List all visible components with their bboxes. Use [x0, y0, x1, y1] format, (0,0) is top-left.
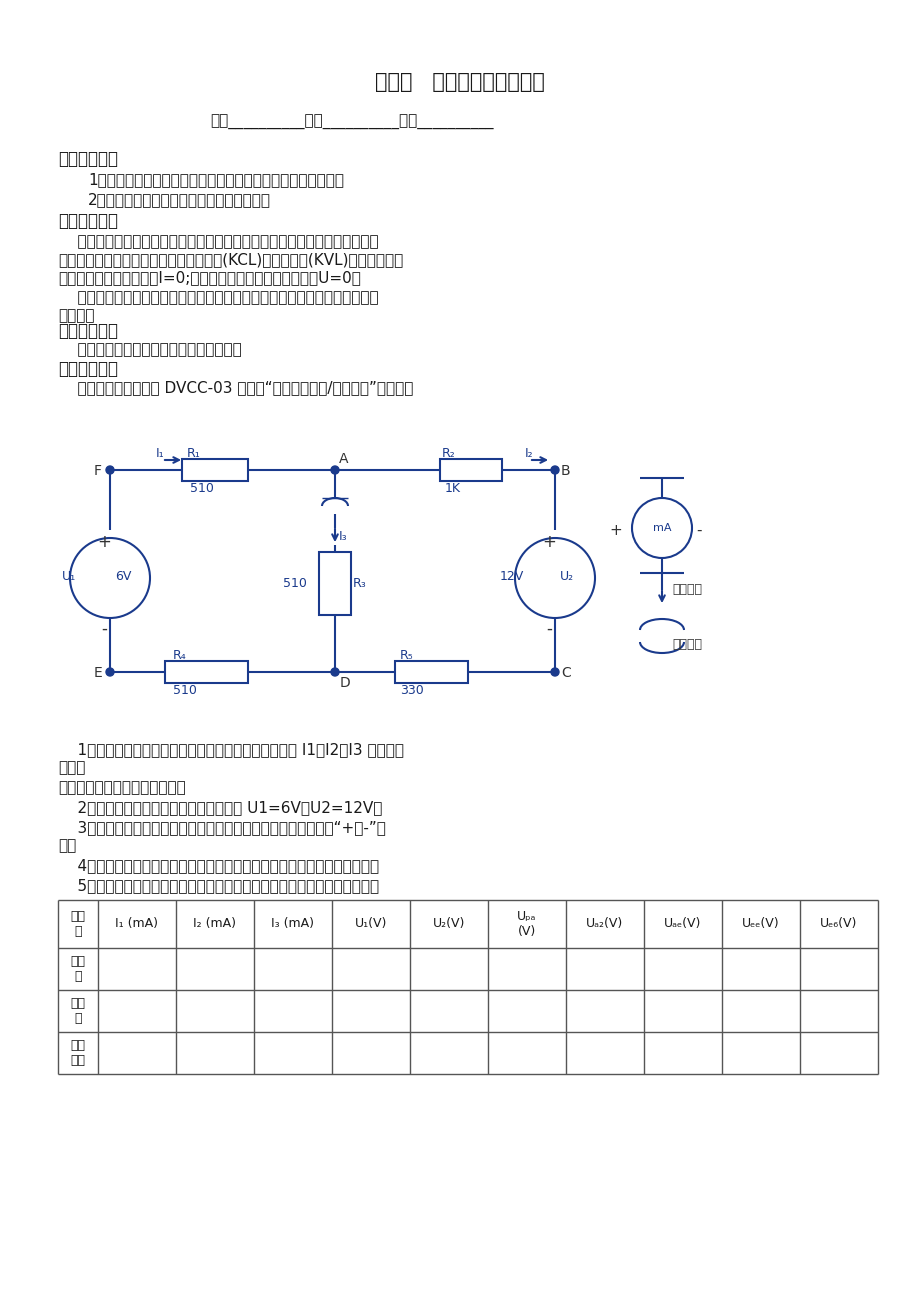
Text: 相对
误差: 相对 误差 [71, 1039, 85, 1068]
Text: 电流插座: 电流插座 [671, 638, 701, 651]
Text: 二、原理说明: 二、原理说明 [58, 212, 118, 230]
Text: U₁(V): U₁(V) [355, 918, 387, 931]
Text: Uₑₑ(V): Uₑₑ(V) [742, 918, 779, 931]
Bar [165, 661, 248, 684]
Text: I₁ (mA): I₁ (mA) [116, 918, 158, 931]
Circle shape [106, 466, 114, 474]
Text: 12V: 12V [499, 570, 524, 583]
Text: 基尔霍夫定律是电路的基本定律。测量某电路的各支路电流及每个元件两端: 基尔霍夫定律是电路的基本定律。测量某电路的各支路电流及每个元件两端 [58, 234, 379, 249]
Circle shape [550, 466, 559, 474]
Text: 实验线路图如下，用 DVCC-03 挂筱的“基尔霍夫定律/叠加原理”电路板。: 实验线路图如下，用 DVCC-03 挂筱的“基尔霍夫定律/叠加原理”电路板。 [58, 380, 413, 395]
Text: 的电压，应能分别满足基尔霍夫电流定律(KCL)和电压定律(KVL)。即对电路中: 的电压，应能分别满足基尔霍夫电流定律(KCL)和电压定律(KVL)。即对电路中 [58, 253, 403, 267]
Text: 3、熟悉电流插头的结构，将电流插头的两端接至数字毫安表的“+、-”两: 3、熟悉电流插头的结构，将电流插头的两端接至数字毫安表的“+、-”两 [58, 820, 385, 835]
Text: U₁: U₁ [62, 570, 76, 583]
Text: 2、分别将两路直流稳压源接入电路，令 U1=6V，U2=12V。: 2、分别将两路直流稳压源接入电路，令 U1=6V，U2=12V。 [58, 799, 382, 815]
Text: R₁: R₁ [187, 447, 200, 460]
Text: A: A [338, 452, 348, 466]
Text: 端。: 端。 [58, 838, 76, 853]
Bar [182, 460, 248, 480]
Text: -: - [546, 620, 551, 638]
Text: 意设定。: 意设定。 [58, 309, 95, 323]
Text: 被测
量: 被测 量 [71, 910, 85, 937]
Text: R₄: R₄ [173, 648, 187, 661]
Text: 510: 510 [190, 482, 213, 495]
Text: I₃: I₃ [338, 530, 347, 543]
Text: 4、将电流插头分别插入三条支路的三个电流插座中，读出并记录电流値。: 4、将电流插头分别插入三条支路的三个电流插座中，读出并记录电流値。 [58, 858, 379, 874]
Text: I₂ (mA): I₂ (mA) [193, 918, 236, 931]
Text: U₂: U₂ [560, 570, 573, 583]
Text: 设定。: 设定。 [58, 760, 85, 775]
Text: 四、实验内容: 四、实验内容 [58, 359, 118, 378]
Bar [319, 552, 351, 615]
Text: 可调直流稳压电源，万用表，实验电路板: 可调直流稳压电源，万用表，实验电路板 [58, 342, 242, 357]
Text: R₅: R₅ [400, 648, 414, 661]
Text: 测量
値: 测量 値 [71, 997, 85, 1025]
Text: I₁: I₁ [156, 447, 165, 460]
Text: 510: 510 [283, 577, 307, 590]
Circle shape [331, 466, 338, 474]
Text: 闭合回路的正方向可任意设定。: 闭合回路的正方向可任意设定。 [58, 780, 186, 796]
Text: 2、学会用电流插头、插座测量各支路电流。: 2、学会用电流插头、插座测量各支路电流。 [88, 191, 271, 207]
Text: 一、实验目的: 一、实验目的 [58, 150, 118, 168]
Text: 运用上述定律时必须注意各支路电流或闭合回路的正方向，此方向可预先任: 运用上述定律时必须注意各支路电流或闭合回路的正方向，此方向可预先任 [58, 290, 379, 305]
Text: 三、实验设备: 三、实验设备 [58, 322, 118, 340]
Text: +: + [608, 523, 621, 538]
Text: C: C [561, 667, 570, 680]
Text: 330: 330 [400, 684, 424, 697]
Text: mA: mA [652, 523, 671, 533]
Text: 班级__________姓名__________学号__________: 班级__________姓名__________学号__________ [210, 115, 493, 130]
Text: 6V: 6V [115, 570, 131, 583]
Text: R₃: R₃ [353, 577, 367, 590]
Text: 1、验证基尔霍夫定律的正确性，加深对基尔霍夫定律的理解。: 1、验证基尔霍夫定律的正确性，加深对基尔霍夫定律的理解。 [88, 172, 344, 187]
Text: Uₐ₂(V): Uₐ₂(V) [585, 918, 623, 931]
Text: -: - [696, 523, 701, 538]
Text: 实验一   基尔霍夫定律的验证: 实验一 基尔霍夫定律的验证 [375, 72, 544, 92]
Text: 的任一个节点而言，应有I=0;对任何一个闭合回路而言，应有U=0。: 的任一个节点而言，应有I=0;对任何一个闭合回路而言，应有U=0。 [58, 270, 360, 285]
Circle shape [106, 668, 114, 676]
Text: Uₐₑ(V): Uₐₑ(V) [664, 918, 701, 931]
Text: Uₑ₆(V): Uₑ₆(V) [820, 918, 857, 931]
Text: R₂: R₂ [441, 447, 455, 460]
Text: 1、实验前先任意设定三条支路电流正方向。如图中的 I1，I2，I3 的方向已: 1、实验前先任意设定三条支路电流正方向。如图中的 I1，I2，I3 的方向已 [58, 742, 403, 756]
Text: U₂(V): U₂(V) [432, 918, 465, 931]
Circle shape [550, 668, 559, 676]
Text: I₃ (mA): I₃ (mA) [271, 918, 314, 931]
Text: I₂: I₂ [525, 447, 533, 460]
Text: +: + [97, 533, 111, 551]
Text: 5、用直流数字电压表分别测量两路电源及电阔元件上的电压値，记录之。: 5、用直流数字电压表分别测量两路电源及电阔元件上的电压値，记录之。 [58, 878, 379, 893]
Bar [394, 661, 468, 684]
Text: D: D [340, 676, 350, 690]
Text: E: E [94, 667, 103, 680]
Text: F: F [94, 464, 102, 478]
Text: Uₚₐ
(V): Uₚₐ (V) [516, 910, 536, 937]
Bar [439, 460, 502, 480]
Text: B: B [561, 464, 570, 478]
Text: 1K: 1K [445, 482, 460, 495]
Text: 510: 510 [173, 684, 197, 697]
Circle shape [331, 668, 338, 676]
Text: +: + [541, 533, 555, 551]
Text: -: - [101, 620, 107, 638]
Text: 电流插头: 电流插头 [671, 583, 701, 596]
Text: 计算
値: 计算 値 [71, 954, 85, 983]
